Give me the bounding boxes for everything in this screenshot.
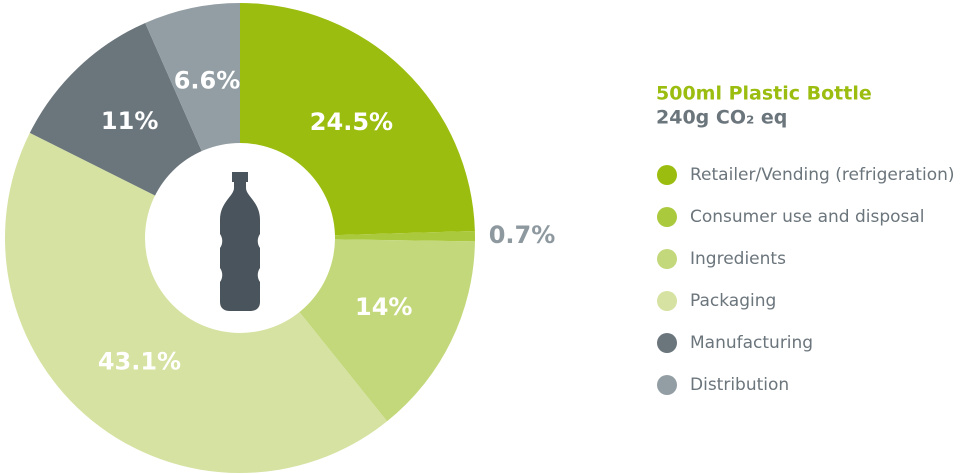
legend-label: Consumer use and disposal bbox=[690, 207, 925, 227]
slice-label: 43.1% bbox=[98, 347, 181, 375]
bottle-icon bbox=[220, 172, 260, 311]
slice-label: 6.6% bbox=[174, 66, 241, 94]
legend-label: Packaging bbox=[690, 291, 776, 311]
chart-subtitle: 240g CO₂ eq bbox=[656, 107, 787, 129]
slice-label: 0.7% bbox=[489, 221, 556, 249]
legend-swatch bbox=[657, 207, 677, 227]
legend-label: Ingredients bbox=[690, 249, 786, 269]
legend-swatch bbox=[657, 165, 677, 185]
legend-swatch bbox=[657, 249, 677, 269]
legend-swatch bbox=[657, 375, 677, 395]
legend-swatch bbox=[657, 291, 677, 311]
legend-label: Distribution bbox=[690, 375, 789, 395]
slice-label: 14% bbox=[355, 293, 412, 321]
legend-label: Manufacturing bbox=[690, 333, 813, 353]
legend-swatch bbox=[657, 333, 677, 353]
slice-label: 24.5% bbox=[310, 108, 393, 136]
slice-label: 11% bbox=[101, 107, 158, 135]
chart-title: 500ml Plastic Bottle bbox=[656, 83, 872, 105]
legend-label: Retailer/Vending (refrigeration) bbox=[690, 165, 955, 185]
